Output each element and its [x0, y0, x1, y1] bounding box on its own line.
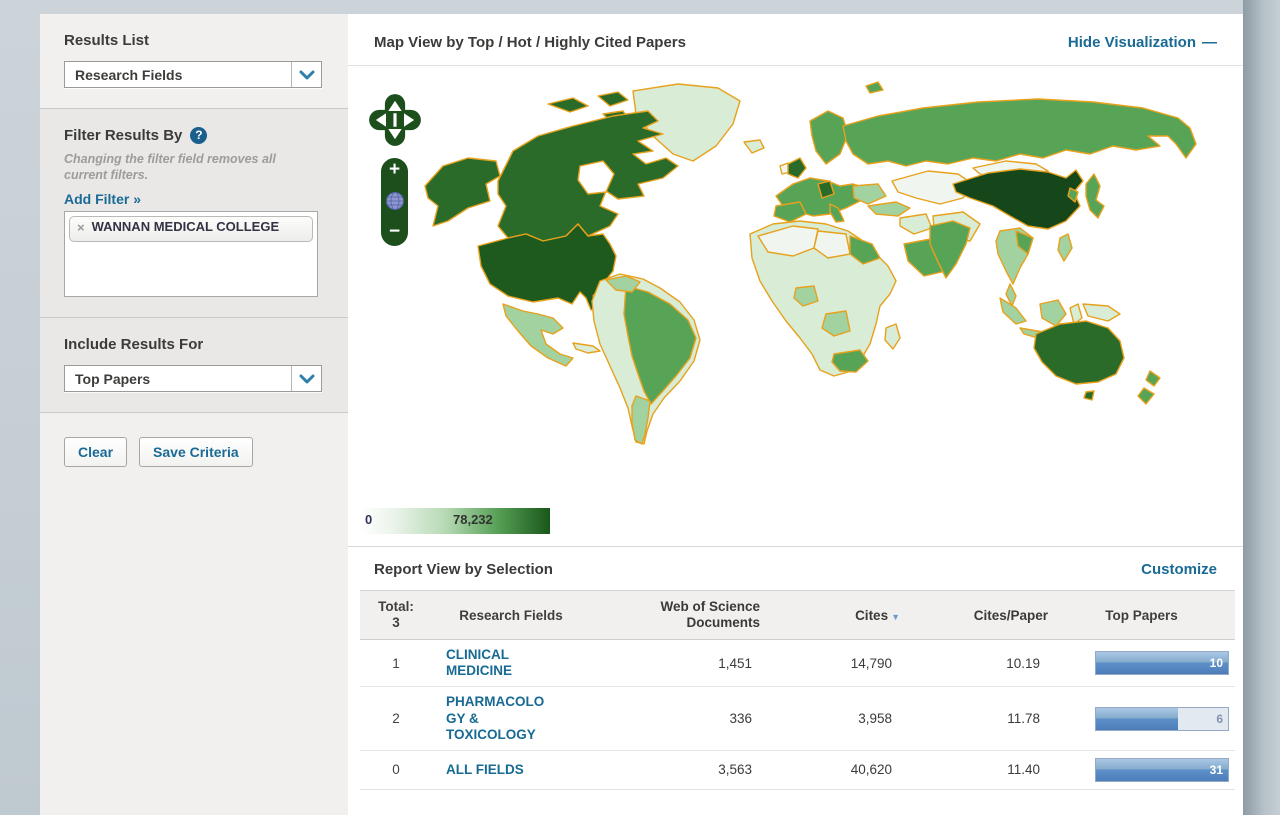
results-list-dropdown[interactable]: Research Fields — [64, 61, 322, 88]
results-list-dropdown-value: Research Fields — [75, 67, 183, 83]
top-papers-bar: 6 — [1095, 706, 1229, 731]
active-filters-box: × WANNAN MEDICAL COLLEGE — [64, 211, 318, 298]
globe-icon[interactable] — [385, 191, 405, 211]
top-papers-value: 6 — [1216, 711, 1223, 726]
include-results-dropdown[interactable]: Top Papers — [64, 365, 322, 393]
include-results-heading: Include Results For — [64, 336, 204, 354]
pan-control[interactable] — [368, 92, 422, 148]
row-rank: 1 — [392, 655, 400, 671]
save-criteria-button[interactable]: Save Criteria — [139, 437, 253, 468]
research-field-link[interactable]: PHARMACOLOGY & TOXICOLOGY — [446, 694, 545, 742]
map-countries[interactable] — [424, 81, 1197, 445]
legend-min-value: 0 — [365, 512, 373, 527]
zoom-out-button[interactable]: − — [388, 221, 401, 242]
column-header-cites-per-paper[interactable]: Cites/Paper — [973, 607, 1048, 623]
top-papers-value: 31 — [1209, 762, 1223, 777]
cites-value: 14,790 — [850, 655, 892, 671]
map-pan-zoom-controls: + − — [368, 92, 422, 246]
column-header-wos-documents[interactable]: Web of Science Documents — [660, 598, 760, 630]
report-header: Report View by Selection Customize — [348, 546, 1243, 590]
table-header-row: Total: 3 Research Fields Web of Science … — [360, 590, 1235, 640]
column-header-total: Total: 3 — [378, 598, 414, 630]
filter-tag-label: WANNAN MEDICAL COLLEGE — [91, 219, 280, 235]
minus-icon: — — [1202, 34, 1217, 51]
row-rank: 2 — [392, 711, 400, 727]
pan-right-icon — [404, 113, 415, 127]
top-papers-bar: 31 — [1095, 757, 1229, 782]
legend-max-value: 78,232 — [453, 512, 493, 527]
report-table: Total: 3 Research Fields Web of Science … — [360, 590, 1235, 790]
filter-results-section: Filter Results By ? Changing the filter … — [40, 109, 348, 319]
results-list-section: Results List Research Fields — [40, 14, 348, 109]
wos-documents-value: 3,563 — [718, 762, 752, 778]
sort-desc-icon: ▼ — [891, 611, 900, 622]
zoom-in-button[interactable]: + — [388, 159, 401, 180]
clear-button[interactable]: Clear — [64, 437, 128, 468]
cites-value: 40,620 — [850, 762, 892, 778]
column-header-research-fields[interactable]: Research Fields — [459, 607, 563, 623]
table-row: 1 CLINICAL MEDICINE 1,451 14,790 10.19 1… — [360, 640, 1235, 688]
hide-visualization-link[interactable]: Hide Visualization — — [1067, 34, 1217, 51]
cites-value: 3,958 — [858, 711, 892, 727]
filter-tag: × WANNAN MEDICAL COLLEGE — [69, 216, 313, 243]
chevron-down-icon[interactable] — [291, 62, 321, 87]
top-papers-bar: 10 — [1095, 651, 1229, 676]
table-row: 2 PHARMACOLOGY & TOXICOLOGY 336 3,958 11… — [360, 687, 1235, 751]
zoom-control: + − — [381, 158, 408, 246]
map-view-title: Map View by Top / Hot / Highly Cited Pap… — [374, 34, 686, 51]
research-field-link[interactable]: CLINICAL MEDICINE — [446, 647, 513, 679]
cites-per-paper-value: 10.19 — [1006, 655, 1040, 671]
results-list-heading: Results List — [64, 32, 150, 49]
cites-per-paper-value: 11.78 — [1007, 711, 1040, 727]
map-visualization: + − 0 78,232 — [348, 66, 1243, 546]
choropleth-legend: 0 78,232 — [361, 508, 550, 534]
cites-per-paper-value: 11.40 — [1007, 762, 1040, 778]
filters-sidebar: Results List Research Fields Filter Resu… — [40, 14, 348, 815]
research-field-link[interactable]: ALL FIELDS — [446, 761, 524, 777]
pan-down-icon — [388, 129, 402, 140]
remove-filter-icon[interactable]: × — [77, 220, 85, 236]
wos-documents-value: 1,451 — [718, 655, 752, 671]
pan-left-icon — [375, 113, 386, 127]
filter-results-heading: Filter Results By — [64, 127, 183, 144]
table-row: 0 ALL FIELDS 3,563 40,620 11.40 31 — [360, 751, 1235, 790]
include-results-section: Include Results For Top Papers — [40, 318, 348, 414]
filter-note: Changing the filter field removes all cu… — [64, 152, 276, 182]
add-filter-link[interactable]: Add Filter » — [64, 191, 142, 208]
sidebar-actions-section: Clear Save Criteria — [40, 413, 348, 815]
pan-up-icon — [388, 100, 402, 111]
world-map[interactable] — [348, 66, 1243, 546]
include-results-dropdown-value: Top Papers — [75, 371, 151, 388]
page-right-shade — [1243, 0, 1280, 815]
customize-link[interactable]: Customize — [1141, 561, 1217, 578]
chevron-down-icon[interactable] — [291, 366, 321, 392]
wos-documents-value: 336 — [729, 711, 752, 727]
report-view-title: Report View by Selection — [374, 561, 553, 578]
row-rank: 0 — [392, 762, 400, 778]
top-papers-value: 10 — [1209, 656, 1223, 671]
main-panel: Map View by Top / Hot / Highly Cited Pap… — [348, 14, 1243, 815]
map-header: Map View by Top / Hot / Highly Cited Pap… — [348, 14, 1243, 66]
help-icon[interactable]: ? — [190, 127, 208, 144]
column-header-top-papers[interactable]: Top Papers — [1105, 607, 1178, 623]
column-header-cites-sorted[interactable]: Cites ▼ — [855, 607, 900, 623]
